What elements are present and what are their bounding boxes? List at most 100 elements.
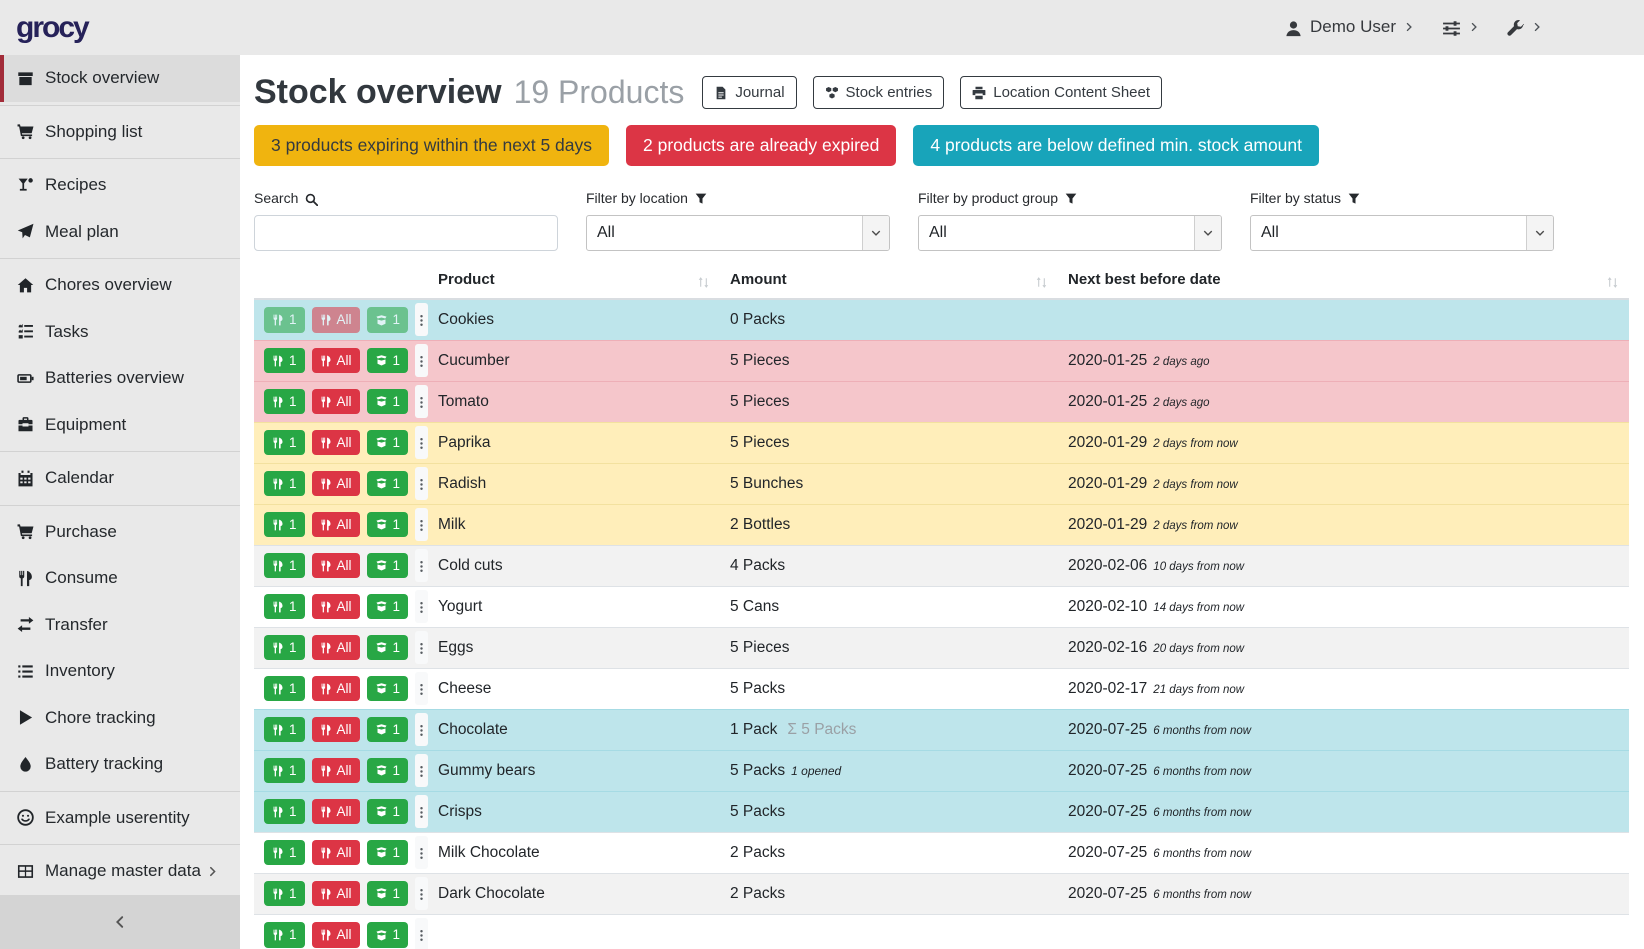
open-one-button[interactable]: 1 <box>366 552 409 579</box>
consume-one-button[interactable]: 1 <box>264 757 305 784</box>
user-menu[interactable]: Demo User <box>1285 17 1414 37</box>
column-header-next-best-before-date[interactable]: Next best before date <box>1058 263 1629 300</box>
row-menu-button[interactable] <box>415 672 428 705</box>
row-menu-button[interactable] <box>415 385 428 418</box>
row-menu-button[interactable] <box>415 754 428 787</box>
consume-all-button[interactable]: All <box>311 347 360 374</box>
filter-by-product-group-select[interactable]: All <box>918 215 1222 251</box>
consume-all-button[interactable]: All <box>311 388 360 415</box>
consume-all-button[interactable]: All <box>311 593 360 620</box>
consume-one-button[interactable]: 1 <box>264 388 305 415</box>
consume-all-button[interactable]: All <box>311 839 360 866</box>
sidebar-item-meal-plan[interactable]: Meal plan <box>0 209 240 256</box>
filter-by-status-select[interactable]: All <box>1250 215 1554 251</box>
consume-one-button[interactable]: 1 <box>264 634 305 661</box>
open-one-button[interactable]: 1 <box>366 511 409 538</box>
consume-one-button[interactable]: 1 <box>264 675 305 702</box>
banner-warning[interactable]: 3 products expiring within the next 5 da… <box>254 125 610 166</box>
stock-entries-button[interactable]: Stock entries <box>812 75 945 109</box>
sort-icon[interactable] <box>697 273 710 290</box>
consume-one-button[interactable]: 1 <box>264 307 305 333</box>
row-menu-button[interactable] <box>415 713 428 746</box>
location-content-sheet-button[interactable]: Location Content Sheet <box>960 75 1163 109</box>
consume-all-button[interactable]: All <box>311 716 360 743</box>
settings-menu[interactable] <box>1442 17 1479 37</box>
consume-one-button[interactable]: 1 <box>264 839 305 866</box>
banner-danger[interactable]: 2 products are already expired <box>626 125 897 166</box>
sidebar-item-purchase[interactable]: Purchase <box>0 509 240 556</box>
consume-all-button[interactable]: All <box>311 798 360 825</box>
sidebar-item-consume[interactable]: Consume <box>0 555 240 602</box>
row-menu-button[interactable] <box>415 467 428 500</box>
sidebar-item-shopping-list[interactable]: Shopping list <box>0 109 240 156</box>
journal-button[interactable]: Journal <box>702 75 797 109</box>
open-one-button[interactable]: 1 <box>366 839 409 866</box>
sidebar-item-example-userentity[interactable]: Example userentity <box>0 795 240 842</box>
consume-all-button[interactable]: All <box>311 429 360 456</box>
row-menu-button[interactable] <box>415 549 428 582</box>
row-menu-button[interactable] <box>415 303 428 337</box>
sidebar-item-equipment[interactable]: Equipment <box>0 402 240 449</box>
consume-one-button[interactable]: 1 <box>264 511 305 538</box>
sidebar-item-battery-tracking[interactable]: Battery tracking <box>0 741 240 788</box>
consume-all-button[interactable]: All <box>311 307 360 333</box>
row-menu-button[interactable] <box>415 877 428 910</box>
consume-all-button[interactable]: All <box>311 922 360 948</box>
sidebar-item-chore-tracking[interactable]: Chore tracking <box>0 695 240 742</box>
search-input[interactable] <box>254 215 558 251</box>
row-menu-button[interactable] <box>415 918 428 949</box>
consume-one-button[interactable]: 1 <box>264 593 305 620</box>
sidebar-item-chores-overview[interactable]: Chores overview <box>0 262 240 309</box>
open-one-button[interactable]: 1 <box>366 306 409 333</box>
consume-one-button[interactable]: 1 <box>264 880 305 907</box>
sort-icon[interactable] <box>1035 273 1048 290</box>
consume-one-button[interactable]: 1 <box>264 470 305 497</box>
sidebar-collapse-button[interactable] <box>0 895 240 949</box>
open-one-button[interactable]: 1 <box>366 757 409 784</box>
open-one-button[interactable]: 1 <box>366 880 409 907</box>
row-menu-button[interactable] <box>415 344 428 377</box>
sidebar-item-stock-overview[interactable]: Stock overview <box>0 55 240 102</box>
open-one-button[interactable]: 1 <box>366 675 409 702</box>
row-menu-button[interactable] <box>415 795 428 828</box>
consume-all-button[interactable]: All <box>311 757 360 784</box>
consume-all-button[interactable]: All <box>311 511 360 538</box>
filter-by-location-select[interactable]: All <box>586 215 890 251</box>
open-one-button[interactable]: 1 <box>366 798 409 825</box>
admin-menu[interactable] <box>1507 17 1542 37</box>
open-one-button[interactable]: 1 <box>366 921 409 948</box>
sidebar-item-inventory[interactable]: Inventory <box>0 648 240 695</box>
consume-all-button[interactable]: All <box>311 880 360 907</box>
sidebar-item-batteries-overview[interactable]: Batteries overview <box>0 355 240 402</box>
column-header-product[interactable]: Product <box>428 263 720 300</box>
sort-icon[interactable] <box>1606 273 1619 290</box>
sidebar-item-calendar[interactable]: Calendar <box>0 455 240 502</box>
consume-all-button[interactable]: All <box>311 470 360 497</box>
sidebar-item-transfer[interactable]: Transfer <box>0 602 240 649</box>
consume-all-button[interactable]: All <box>311 675 360 702</box>
row-menu-button[interactable] <box>415 836 428 869</box>
column-header-amount[interactable]: Amount <box>720 263 1058 300</box>
open-one-button[interactable]: 1 <box>366 716 409 743</box>
open-one-button[interactable]: 1 <box>366 593 409 620</box>
consume-one-button[interactable]: 1 <box>264 429 305 456</box>
sidebar-item-manage-master-data[interactable]: Manage master data <box>0 848 240 895</box>
consume-one-button[interactable]: 1 <box>264 716 305 743</box>
row-menu-button[interactable] <box>415 508 428 541</box>
row-menu-button[interactable] <box>415 426 428 459</box>
sidebar-item-tasks[interactable]: Tasks <box>0 309 240 356</box>
consume-one-button[interactable]: 1 <box>264 347 305 374</box>
consume-one-button[interactable]: 1 <box>264 552 305 579</box>
sidebar-item-recipes[interactable]: Recipes <box>0 162 240 209</box>
banner-info[interactable]: 4 products are below defined min. stock … <box>913 125 1319 166</box>
consume-one-button[interactable]: 1 <box>264 922 305 948</box>
grocy-logo[interactable]: grocy <box>16 10 90 44</box>
open-one-button[interactable]: 1 <box>366 470 409 497</box>
consume-one-button[interactable]: 1 <box>264 798 305 825</box>
row-menu-button[interactable] <box>415 590 428 623</box>
consume-all-button[interactable]: All <box>311 634 360 661</box>
open-one-button[interactable]: 1 <box>366 347 409 374</box>
open-one-button[interactable]: 1 <box>366 429 409 456</box>
consume-all-button[interactable]: All <box>311 552 360 579</box>
open-one-button[interactable]: 1 <box>366 388 409 415</box>
